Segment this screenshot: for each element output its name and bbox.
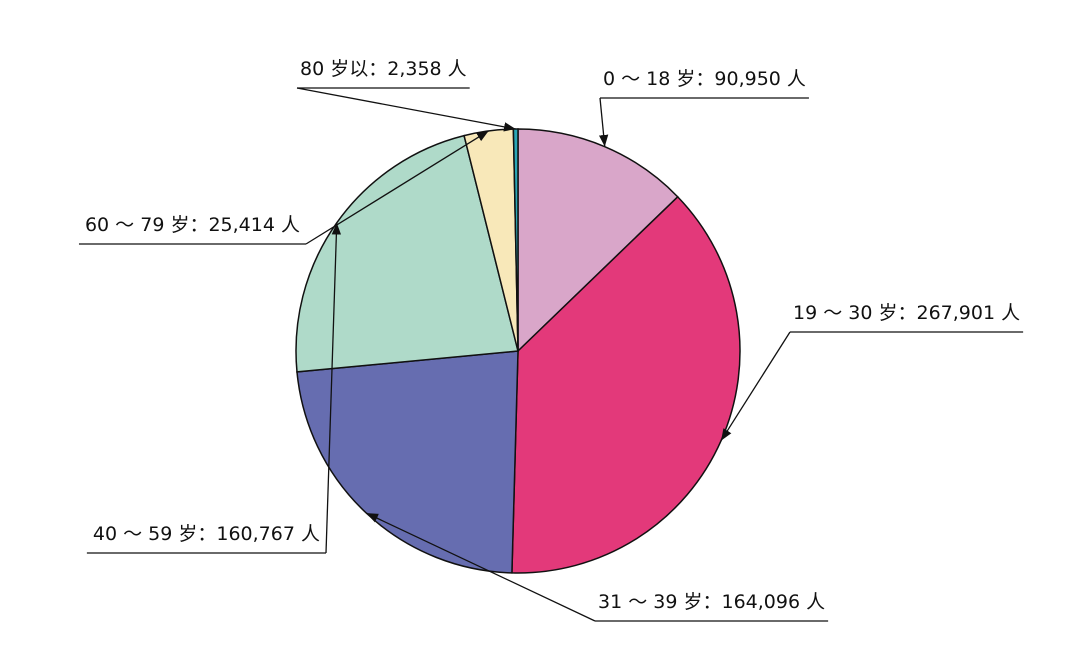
label-separator: ：	[368, 58, 387, 80]
slice-label: 19 ～ 30 岁：267,901 人	[793, 302, 1020, 324]
slice-label: 40 ～ 59 岁：160,767 人	[93, 523, 320, 545]
leader-arrow	[305, 130, 489, 245]
leader-arrow	[296, 87, 516, 132]
category-label: 40 ～ 59 岁	[93, 523, 197, 545]
slice-label: 0 ～ 18 岁：90,950 人	[603, 68, 806, 90]
leader-arrow	[720, 331, 791, 441]
label-separator: ：	[189, 214, 208, 236]
value-label: 25,414 人	[208, 214, 300, 236]
slice-label: 80 岁以：2,358 人	[300, 58, 467, 80]
leader-arrow	[325, 222, 342, 554]
category-label: 80 岁以	[300, 58, 368, 80]
category-label: 0 ～ 18 岁	[603, 68, 695, 90]
pie-slice	[296, 350, 519, 574]
leader-arrow	[366, 512, 596, 622]
category-label: 60 ～ 79 岁	[85, 214, 189, 236]
value-label: 164,096 人	[722, 591, 826, 613]
slice-label: 60 ～ 79 岁：25,414 人	[85, 214, 300, 236]
value-label: 90,950 人	[714, 68, 806, 90]
value-label: 2,358 人	[387, 58, 466, 80]
leader-arrow	[598, 97, 609, 147]
label-separator: ：	[702, 591, 721, 613]
pie-slice	[517, 128, 679, 353]
slice-label: 31 ～ 39 岁：164,096 人	[598, 591, 825, 613]
label-separator: ：	[897, 302, 916, 324]
category-label: 19 ～ 30 岁	[793, 302, 897, 324]
value-label: 160,767 人	[216, 523, 320, 545]
pie-slice	[511, 195, 741, 574]
category-label: 31 ～ 39 岁	[598, 591, 702, 613]
label-separator: ：	[695, 68, 714, 90]
value-label: 267,901 人	[917, 302, 1021, 324]
label-separator: ：	[197, 523, 216, 545]
